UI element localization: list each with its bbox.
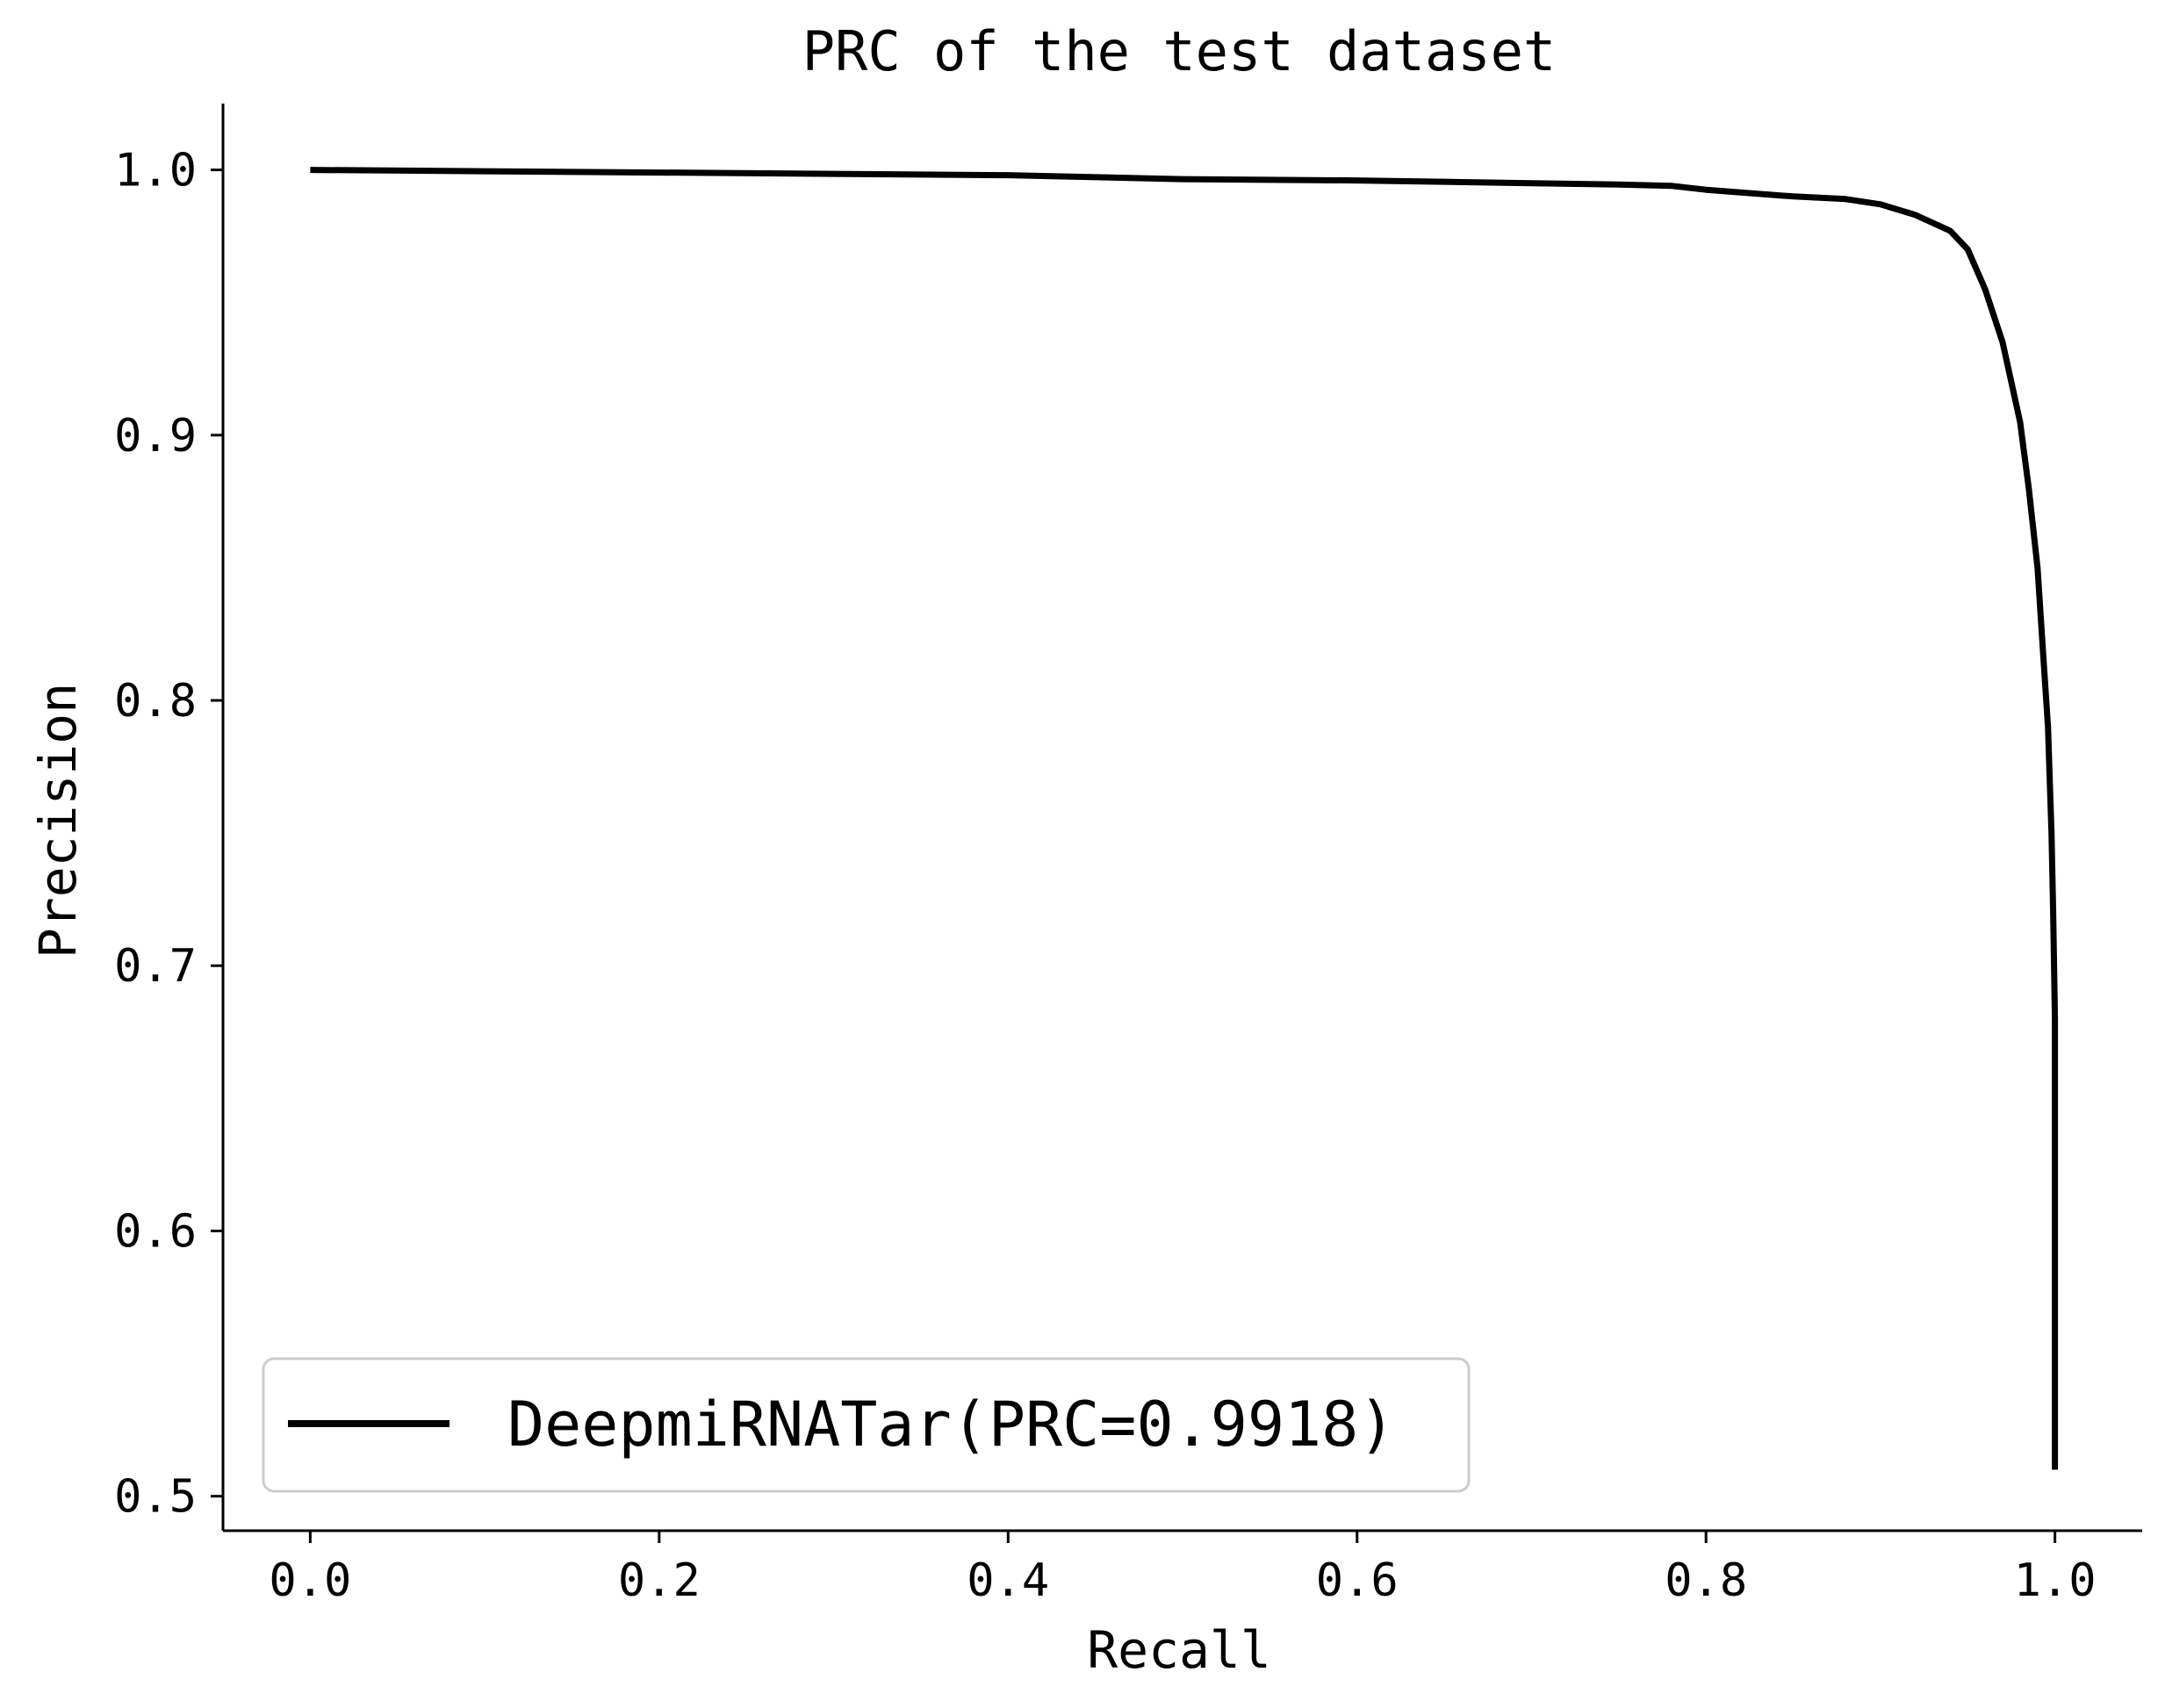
x-tick-label: 0.4 xyxy=(967,1554,1049,1607)
legend: DeepmiRNATar(PRC=0.9918) xyxy=(262,1357,1471,1493)
y-tick-label: 0.9 xyxy=(114,410,197,463)
y-tick-label: 0.6 xyxy=(114,1205,197,1258)
y-axis-label: Precision xyxy=(28,683,88,958)
x-tick-label: 0.0 xyxy=(269,1554,351,1607)
x-tick-label: 0.6 xyxy=(1316,1554,1399,1607)
y-tick-label: 1.0 xyxy=(114,145,197,197)
y-tick-label: 0.5 xyxy=(114,1471,197,1524)
legend-box xyxy=(262,1357,1471,1493)
y-tick-label: 0.8 xyxy=(114,675,197,728)
x-tick-label: 0.2 xyxy=(618,1554,701,1607)
x-tick-label: 0.8 xyxy=(1665,1554,1747,1607)
x-axis-label: Recall xyxy=(1087,1620,1271,1680)
legend-label: DeepmiRNATar(PRC=0.9918) xyxy=(507,1389,1395,1460)
y-tick-label: 0.7 xyxy=(114,940,197,993)
series-line xyxy=(310,167,2059,1470)
chart-title: PRC of the test dataset xyxy=(802,19,1557,83)
series-layer xyxy=(310,167,2059,1470)
ticks-layer: 0.0 0.2 0.4 0.6 0.8 1.0 0.5 0.6 0.7 0.8 0.9 1.0 xyxy=(114,145,2097,1607)
x-tick-label: 1.0 xyxy=(2014,1554,2097,1607)
